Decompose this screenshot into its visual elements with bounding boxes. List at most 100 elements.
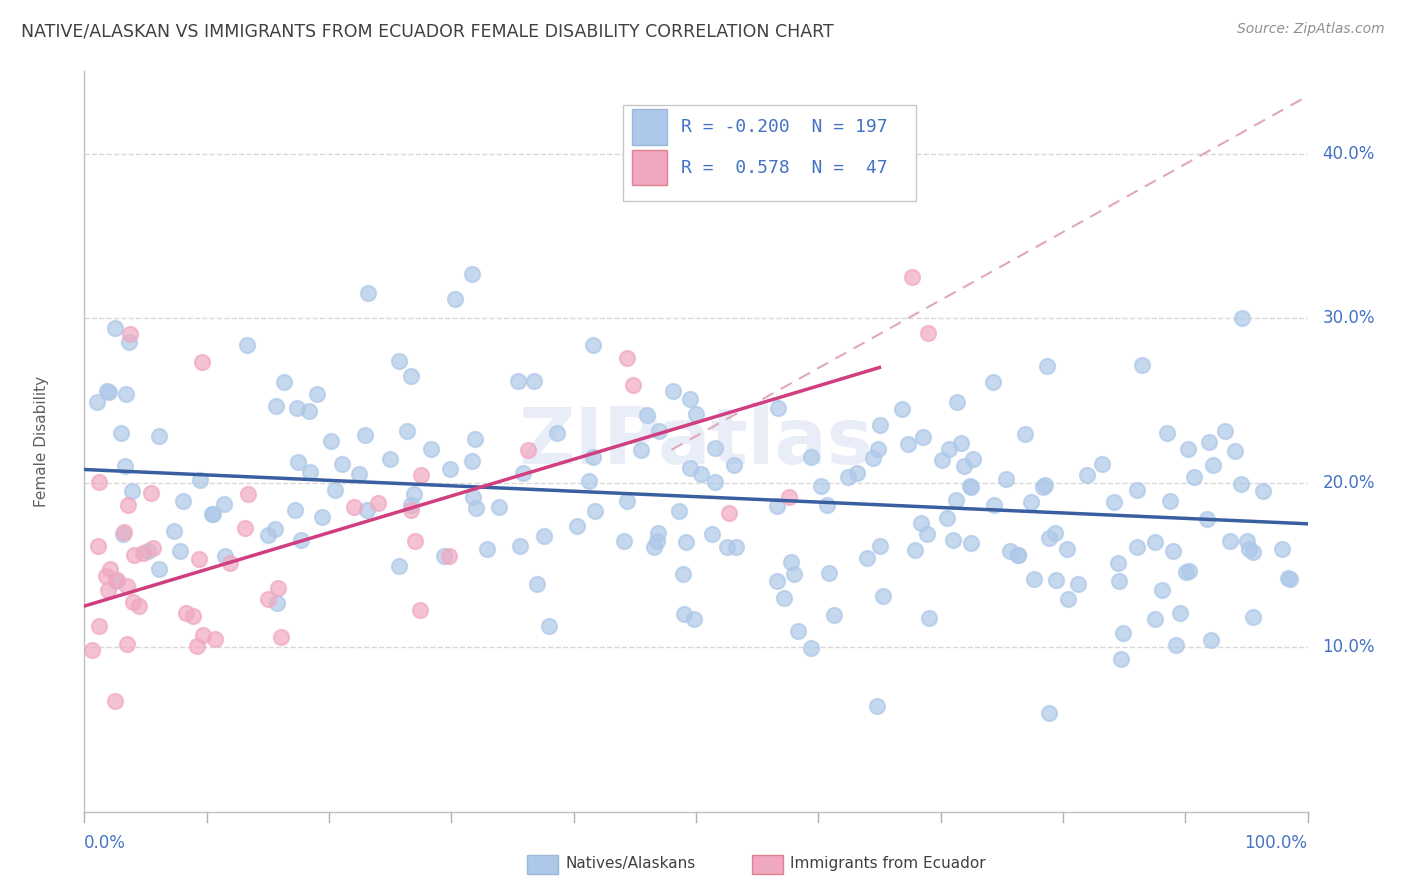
- Point: [139, 486, 162, 500]
- Point: [960, 480, 983, 494]
- Point: [307, 387, 329, 401]
- Point: [169, 543, 191, 558]
- Point: [778, 490, 800, 504]
- Point: [367, 496, 389, 510]
- Point: [121, 483, 143, 498]
- Point: [668, 503, 690, 517]
- Point: [578, 474, 600, 488]
- Point: [266, 596, 288, 610]
- Point: [1007, 548, 1029, 562]
- Point: [121, 594, 143, 608]
- Point: [1056, 592, 1078, 607]
- Point: [636, 408, 658, 422]
- Point: [1197, 511, 1219, 525]
- Point: [1277, 572, 1299, 586]
- Point: [395, 425, 418, 439]
- Point: [613, 533, 636, 548]
- Text: 10.0%: 10.0%: [1322, 638, 1375, 657]
- Point: [903, 542, 925, 557]
- Point: [1232, 310, 1254, 325]
- Point: [1033, 478, 1056, 492]
- Point: [931, 453, 953, 467]
- Point: [264, 399, 287, 413]
- Point: [1022, 572, 1045, 586]
- Point: [1219, 533, 1241, 548]
- Point: [1175, 565, 1198, 579]
- Point: [187, 552, 209, 566]
- Point: [190, 355, 212, 369]
- Point: [111, 527, 134, 541]
- Point: [172, 494, 194, 508]
- Point: [82, 642, 104, 657]
- Point: [910, 516, 932, 531]
- Point: [866, 698, 889, 713]
- Point: [399, 498, 422, 512]
- Point: [1112, 625, 1135, 640]
- Point: [890, 401, 912, 416]
- Point: [1161, 544, 1184, 558]
- Point: [766, 401, 789, 416]
- Point: [522, 374, 544, 388]
- Point: [936, 510, 959, 524]
- Point: [1036, 359, 1059, 374]
- Point: [872, 590, 894, 604]
- Point: [1278, 572, 1301, 586]
- Point: [683, 611, 706, 625]
- Text: 40.0%: 40.0%: [1322, 145, 1375, 162]
- Point: [1150, 583, 1173, 598]
- Point: [104, 694, 127, 708]
- Point: [959, 479, 981, 493]
- Point: [689, 467, 711, 481]
- Point: [1066, 577, 1088, 591]
- Bar: [633, 150, 666, 186]
- Point: [717, 507, 740, 521]
- Point: [105, 573, 128, 587]
- Point: [97, 384, 120, 399]
- Point: [285, 401, 308, 416]
- Point: [1014, 427, 1036, 442]
- Text: R =  0.578  N =  47: R = 0.578 N = 47: [682, 159, 889, 177]
- Point: [855, 551, 877, 566]
- Point: [201, 507, 224, 521]
- Point: [953, 459, 976, 474]
- Point: [1038, 706, 1060, 720]
- Point: [461, 267, 484, 281]
- Point: [1109, 652, 1132, 666]
- Point: [1199, 632, 1222, 647]
- Point: [114, 459, 136, 474]
- Point: [942, 533, 965, 548]
- Point: [98, 562, 121, 576]
- Point: [1126, 483, 1149, 497]
- Point: [1144, 612, 1167, 626]
- Point: [998, 543, 1021, 558]
- Point: [437, 549, 460, 563]
- Point: [685, 407, 707, 421]
- Point: [845, 467, 868, 481]
- Point: [897, 437, 920, 451]
- Point: [214, 549, 236, 563]
- Point: [257, 527, 280, 541]
- Text: Natives/Alaskans: Natives/Alaskans: [565, 856, 696, 871]
- Point: [672, 567, 695, 582]
- Point: [1156, 425, 1178, 440]
- Point: [118, 326, 141, 341]
- Point: [1236, 534, 1258, 549]
- Point: [917, 326, 939, 341]
- FancyBboxPatch shape: [623, 104, 917, 201]
- Point: [321, 434, 343, 448]
- Point: [409, 468, 432, 483]
- Text: Source: ZipAtlas.com: Source: ZipAtlas.com: [1237, 22, 1385, 37]
- Point: [1225, 444, 1247, 458]
- Text: 100.0%: 100.0%: [1244, 834, 1308, 852]
- Point: [353, 427, 375, 442]
- Point: [1177, 442, 1199, 457]
- Point: [1251, 484, 1274, 499]
- Point: [945, 395, 967, 409]
- Point: [823, 607, 845, 622]
- Point: [1198, 435, 1220, 450]
- Point: [298, 404, 321, 418]
- Point: [675, 534, 697, 549]
- Point: [1107, 556, 1129, 570]
- Point: [1043, 526, 1066, 541]
- Point: [1102, 495, 1125, 509]
